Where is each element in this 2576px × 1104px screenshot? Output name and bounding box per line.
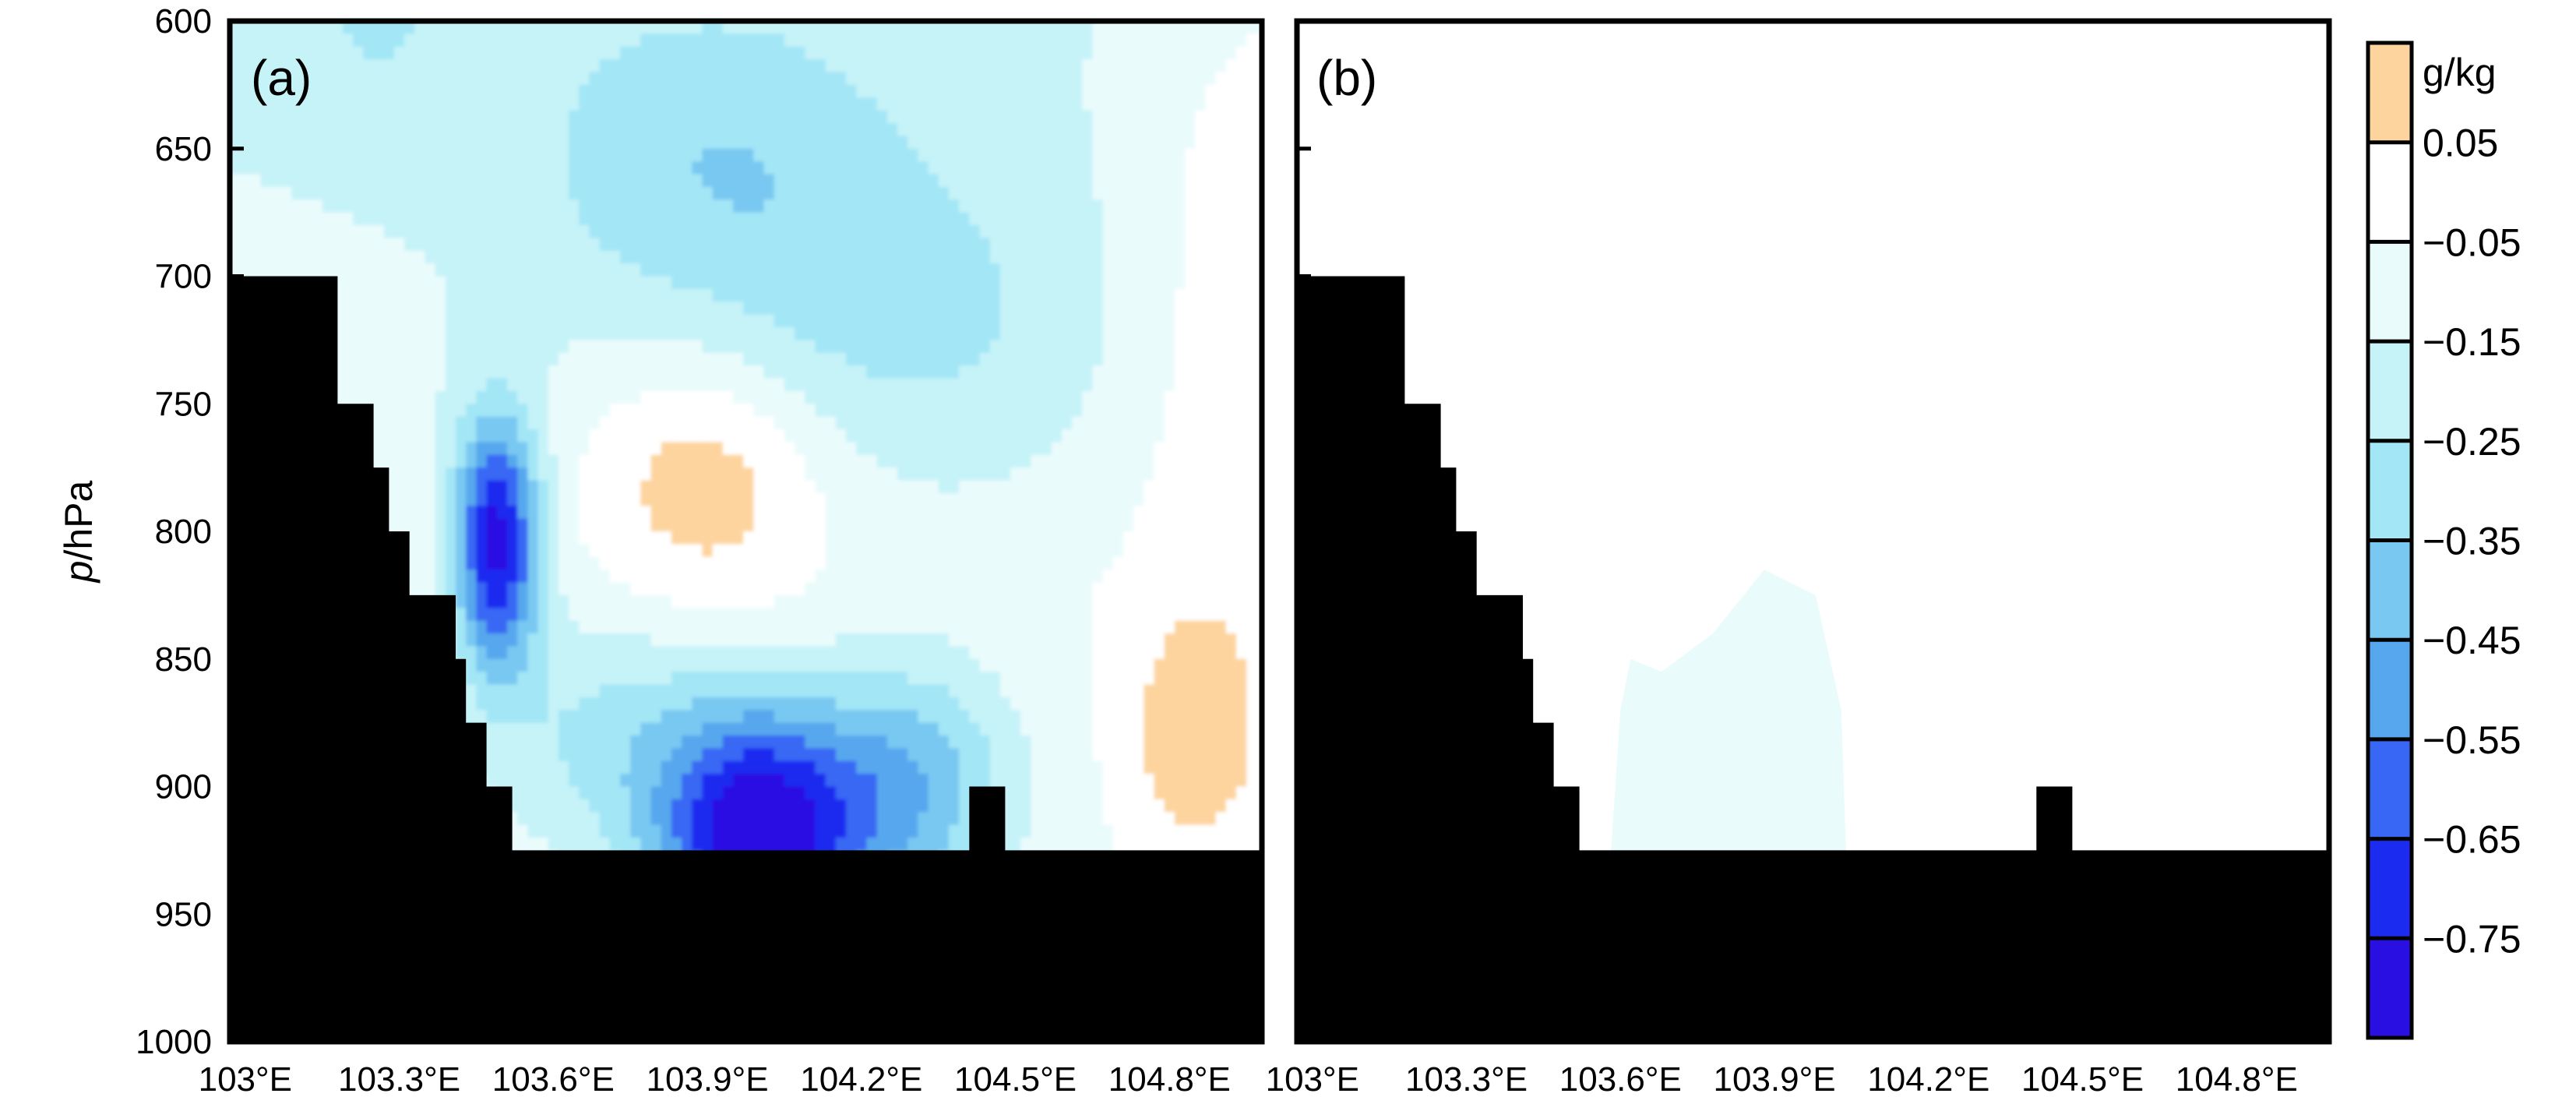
x-tick-label-103.3: 103.3°E xyxy=(1405,1060,1528,1099)
colorbar-swatch-2 xyxy=(2368,242,2412,341)
x-tick-label-104.8: 104.8°E xyxy=(2176,1060,2298,1099)
y-tick-label-700: 700 xyxy=(155,258,212,296)
colorbar-level-label-4: −0.35 xyxy=(2423,520,2521,563)
x-tick-label-103.6: 103.6°E xyxy=(492,1060,615,1099)
y-tick-label-650: 650 xyxy=(155,130,212,168)
y-tick-label-900: 900 xyxy=(155,768,212,806)
y-tick-label-750: 750 xyxy=(155,385,212,423)
panel-a-label: (a) xyxy=(251,50,312,106)
y-tick-label-950: 950 xyxy=(155,895,212,933)
x-tick-label-104.8: 104.8°E xyxy=(1108,1060,1231,1099)
colorbar-swatch-9 xyxy=(2368,938,2412,1038)
colorbar-swatch-3 xyxy=(2368,341,2412,441)
colorbar-level-label-0: 0.05 xyxy=(2423,122,2498,165)
x-tick-label-104.2: 104.2°E xyxy=(800,1060,922,1099)
colorbar-level-label-1: −0.05 xyxy=(2423,220,2521,264)
colorbar-swatch-6 xyxy=(2368,640,2412,739)
colorbar-swatch-1 xyxy=(2368,143,2412,242)
colorbar-level-label-3: −0.25 xyxy=(2423,420,2521,464)
x-tick-label-103.9: 103.9°E xyxy=(647,1060,769,1099)
colorbar-level-label-6: −0.55 xyxy=(2423,718,2521,762)
panel-b: (b) 103°E 103.3°E 103.6°E 103.9°E 104.2°E 104… xyxy=(1266,21,2380,1099)
colorbar-swatch-5 xyxy=(2368,541,2412,640)
panel-a: (a) 600 650 700 750 800 850 900 950 1000 103°E 10… xyxy=(57,2,1313,1099)
y-tick-label-850: 850 xyxy=(155,640,212,679)
colorbar-level-label-7: −0.65 xyxy=(2423,818,2521,862)
panel-b-label: (b) xyxy=(1316,50,1377,106)
colorbar-swatch-0 xyxy=(2368,43,2412,143)
colorbar-unit-label: g/kg xyxy=(2423,51,2497,94)
x-tick-label-104.5: 104.5°E xyxy=(954,1060,1077,1099)
x-tick-label-103.9: 103.9°E xyxy=(1714,1060,1836,1099)
colorbar-swatch-8 xyxy=(2368,839,2412,939)
colorbar-level-label-8: −0.75 xyxy=(2423,917,2521,961)
y-tick-label-1000: 1000 xyxy=(136,1023,212,1061)
colorbar: 0.05 −0.05 −0.15 −0.25 −0.35 −0.45 −0.55 −0.65 −… xyxy=(2368,43,2521,1038)
colorbar-swatch-7 xyxy=(2368,739,2412,839)
y-tick-label-800: 800 xyxy=(155,513,212,551)
y-axis-title: p/hPa xyxy=(57,480,100,584)
x-tick-label-104.2: 104.2°E xyxy=(1867,1060,1989,1099)
x-tick-label-103: 103°E xyxy=(1266,1060,1359,1099)
x-tick-label-104.5: 104.5°E xyxy=(2021,1060,2144,1099)
y-tick-label-600: 600 xyxy=(155,2,212,41)
colorbar-level-label-2: −0.15 xyxy=(2423,320,2521,364)
colorbar-level-label-5: −0.45 xyxy=(2423,619,2521,662)
x-tick-label-103: 103°E xyxy=(199,1060,292,1099)
colorbar-swatch-4 xyxy=(2368,441,2412,541)
x-tick-label-103.3: 103.3°E xyxy=(338,1060,460,1099)
x-tick-label-103.6: 103.6°E xyxy=(1559,1060,1682,1099)
